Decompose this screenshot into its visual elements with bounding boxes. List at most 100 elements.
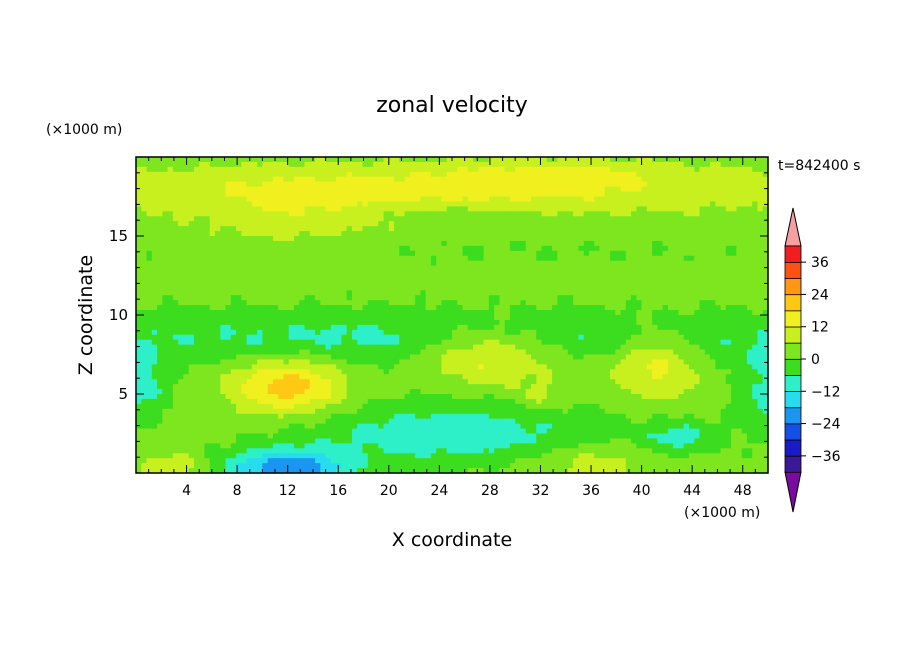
field-cell xyxy=(341,295,348,301)
field-cell xyxy=(504,275,511,282)
field-cell xyxy=(415,240,421,247)
field-cell xyxy=(641,240,648,247)
field-cell xyxy=(283,339,290,346)
field-cell xyxy=(667,191,674,198)
field-cell xyxy=(162,324,169,331)
field-cell xyxy=(762,300,769,306)
field-cell xyxy=(646,186,653,193)
field-cell xyxy=(599,275,606,282)
field-cell xyxy=(667,270,674,277)
field-cell xyxy=(599,245,606,252)
field-cell xyxy=(373,186,379,193)
field-cell xyxy=(162,211,169,217)
field-cell xyxy=(204,324,211,331)
field-cell xyxy=(383,354,390,361)
field-cell xyxy=(715,221,722,227)
field-cell xyxy=(599,300,606,306)
field-cell xyxy=(199,344,206,351)
field-cell xyxy=(430,265,437,272)
field-cell xyxy=(689,260,695,267)
field-cell xyxy=(351,354,358,361)
field-cell xyxy=(351,186,358,193)
field-cell xyxy=(625,265,632,272)
field-cell xyxy=(346,260,353,267)
field-cell xyxy=(752,339,759,346)
field-cell xyxy=(646,250,653,257)
field-cell xyxy=(631,344,637,351)
field-cell xyxy=(294,300,300,306)
field-cell xyxy=(399,260,406,267)
field-cell xyxy=(172,216,179,222)
field-cell xyxy=(689,226,695,232)
field-cell xyxy=(452,260,458,267)
field-cell xyxy=(573,290,579,296)
field-cell xyxy=(531,310,537,316)
field-cell xyxy=(325,285,332,291)
field-cell xyxy=(246,216,253,222)
field-cell xyxy=(641,300,648,306)
field-cell xyxy=(141,329,148,336)
field-cell xyxy=(357,191,364,198)
field-cell xyxy=(251,211,258,217)
field-cell xyxy=(562,334,569,341)
field-cell xyxy=(246,285,253,291)
field-cell xyxy=(646,275,653,282)
field-cell xyxy=(757,171,764,178)
field-cell xyxy=(599,265,606,272)
field-cell xyxy=(610,334,616,341)
field-cell xyxy=(251,275,258,282)
field-cell xyxy=(525,324,532,331)
field-cell xyxy=(573,216,579,222)
field-cell xyxy=(620,166,627,173)
field-cell xyxy=(462,176,469,183)
field-cell xyxy=(704,280,711,286)
field-cell xyxy=(662,349,669,356)
field-cell xyxy=(315,285,321,291)
field-cell xyxy=(657,285,664,291)
field-cell xyxy=(541,290,548,296)
field-cell xyxy=(399,201,406,207)
field-cell xyxy=(430,319,437,326)
field-cell xyxy=(415,295,421,301)
field-cell xyxy=(383,290,390,296)
field-cell xyxy=(367,226,374,232)
field-cell xyxy=(678,310,685,316)
field-cell xyxy=(251,324,258,331)
field-cell xyxy=(304,191,311,198)
field-cell xyxy=(604,270,611,277)
field-cell xyxy=(488,166,495,173)
field-cell xyxy=(752,344,759,351)
field-cell xyxy=(588,300,595,306)
field-cell xyxy=(604,339,611,346)
field-cell xyxy=(499,236,506,242)
field-cell xyxy=(415,310,421,316)
field-cell xyxy=(636,319,643,326)
field-cell xyxy=(473,260,479,267)
field-cell xyxy=(262,161,269,168)
field-cell xyxy=(678,245,685,252)
field-cell xyxy=(272,344,279,351)
field-cell xyxy=(262,201,269,207)
field-cell xyxy=(457,255,464,262)
field-cell xyxy=(146,329,153,336)
field-cell xyxy=(425,349,432,356)
field-cell xyxy=(267,295,274,301)
field-cell xyxy=(199,157,206,163)
field-cell xyxy=(294,324,300,331)
field-cell xyxy=(172,319,179,326)
field-cell xyxy=(636,236,643,242)
field-cell xyxy=(278,260,285,267)
field-cell xyxy=(525,310,532,316)
field-cell xyxy=(478,329,485,336)
field-cell xyxy=(457,339,464,346)
field-cell xyxy=(615,349,622,356)
field-cell xyxy=(652,201,658,207)
field-cell xyxy=(557,157,564,163)
field-cell xyxy=(567,157,574,163)
field-cell xyxy=(710,221,716,227)
field-cell xyxy=(704,201,711,207)
field-cell xyxy=(309,171,316,178)
field-cell xyxy=(430,166,437,173)
field-cell xyxy=(146,236,153,242)
field-cell xyxy=(288,349,295,356)
